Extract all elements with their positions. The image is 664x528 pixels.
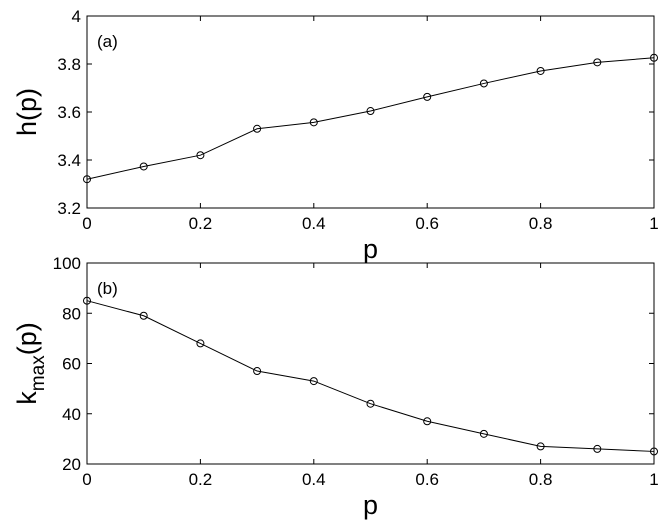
panel-a-y-tick-label: 3.4 [57, 151, 81, 170]
panel-b-y-axis-title: kmax(p) [12, 322, 49, 404]
panel-b-y-tick-label: 100 [53, 254, 81, 273]
panel-a-data-point [309, 118, 318, 127]
panel-a-tag: (a) [97, 32, 118, 51]
panel-b-series-line [86, 300, 655, 452]
panel-a-x-tick-label: 0 [82, 214, 91, 233]
panel-b-data-point [309, 377, 318, 386]
panel-b-y-tick-label: 40 [62, 405, 81, 424]
panel-b-x-axis-title: p [363, 490, 378, 520]
panel-a-y-tick-label: 3.6 [57, 103, 81, 122]
panel-b-y-axis-title-main: k [12, 391, 42, 405]
panel-a-y-tick-label: 3.8 [57, 55, 81, 74]
panel-a-y-axis-title-main: h(p) [12, 88, 42, 136]
panel-b-data-point [253, 367, 262, 376]
panel-a-data-point [423, 92, 432, 101]
panel-b-x-tick-label: 0.6 [415, 470, 439, 489]
panel-a-data-point [366, 107, 375, 116]
panel-a-y-axis-title: h(p) [12, 88, 42, 136]
panel-b-data-point [366, 399, 375, 408]
panel-b-data-point [479, 429, 488, 438]
panel-a-data-point [253, 124, 262, 133]
panel-b-data-point [196, 339, 205, 348]
panel-a-group: 0 0.2 0.4 0.6 0.8 1 3.2 3.4 3.6 3.8 4 (a) p h(p) [12, 7, 659, 264]
panel-a-y-tick-label: 3.2 [57, 199, 81, 218]
panel-a-x-tick-label: 0.8 [529, 214, 553, 233]
panel-a-x-axis-title: p [363, 234, 378, 264]
panel-b-data-point [423, 417, 432, 426]
panel-a-data-point [536, 66, 545, 75]
panel-b-x-tick-label: 0.8 [529, 470, 553, 489]
panel-b-data-point [536, 442, 545, 451]
panel-a-data-point [479, 79, 488, 88]
panel-b-group: 0 0.2 0.4 0.6 0.8 1 20 40 60 80 100 (b) p kmax(p) [12, 254, 659, 520]
panel-a-data-point [196, 151, 205, 160]
panel-a-data-point [139, 162, 148, 171]
panel-a-plot-frame [86, 15, 655, 209]
panel-a-x-tick-label: 0.2 [189, 214, 213, 233]
panel-b-x-tick-label: 0 [82, 470, 91, 489]
panel-b-y-tick-label: 80 [62, 304, 81, 323]
panel-a-y-tick-label: 4 [72, 7, 81, 26]
panel-b-data-point [593, 444, 602, 453]
panel-a-data-point [650, 53, 658, 62]
panel-a-x-tick-label: 1 [649, 214, 658, 233]
panel-b-x-tick-label: 0.4 [302, 470, 326, 489]
panel-b-data-point [650, 447, 658, 456]
panel-b-x-tick-label: 0.2 [189, 470, 213, 489]
panel-b-data-point [139, 311, 148, 320]
panel-b-y-tick-label: 20 [62, 455, 81, 474]
panel-b-tag: (b) [97, 279, 118, 298]
panel-a-x-tick-label: 0.6 [415, 214, 439, 233]
panel-b-x-tick-label: 1 [649, 470, 658, 489]
panel-a-data-point [593, 58, 602, 67]
panel-b-plot-frame [86, 262, 655, 465]
panel-a-series-line [86, 57, 655, 180]
panel-b-data-point [83, 296, 91, 305]
panel-b-y-axis-title-subscript: max [28, 355, 49, 391]
panel-a-x-tick-label: 0.4 [302, 214, 326, 233]
panel-a-data-point [83, 175, 91, 184]
panel-b-y-tick-label: 60 [62, 355, 81, 374]
panel-b-y-axis-title-suffix: (p) [12, 322, 42, 355]
